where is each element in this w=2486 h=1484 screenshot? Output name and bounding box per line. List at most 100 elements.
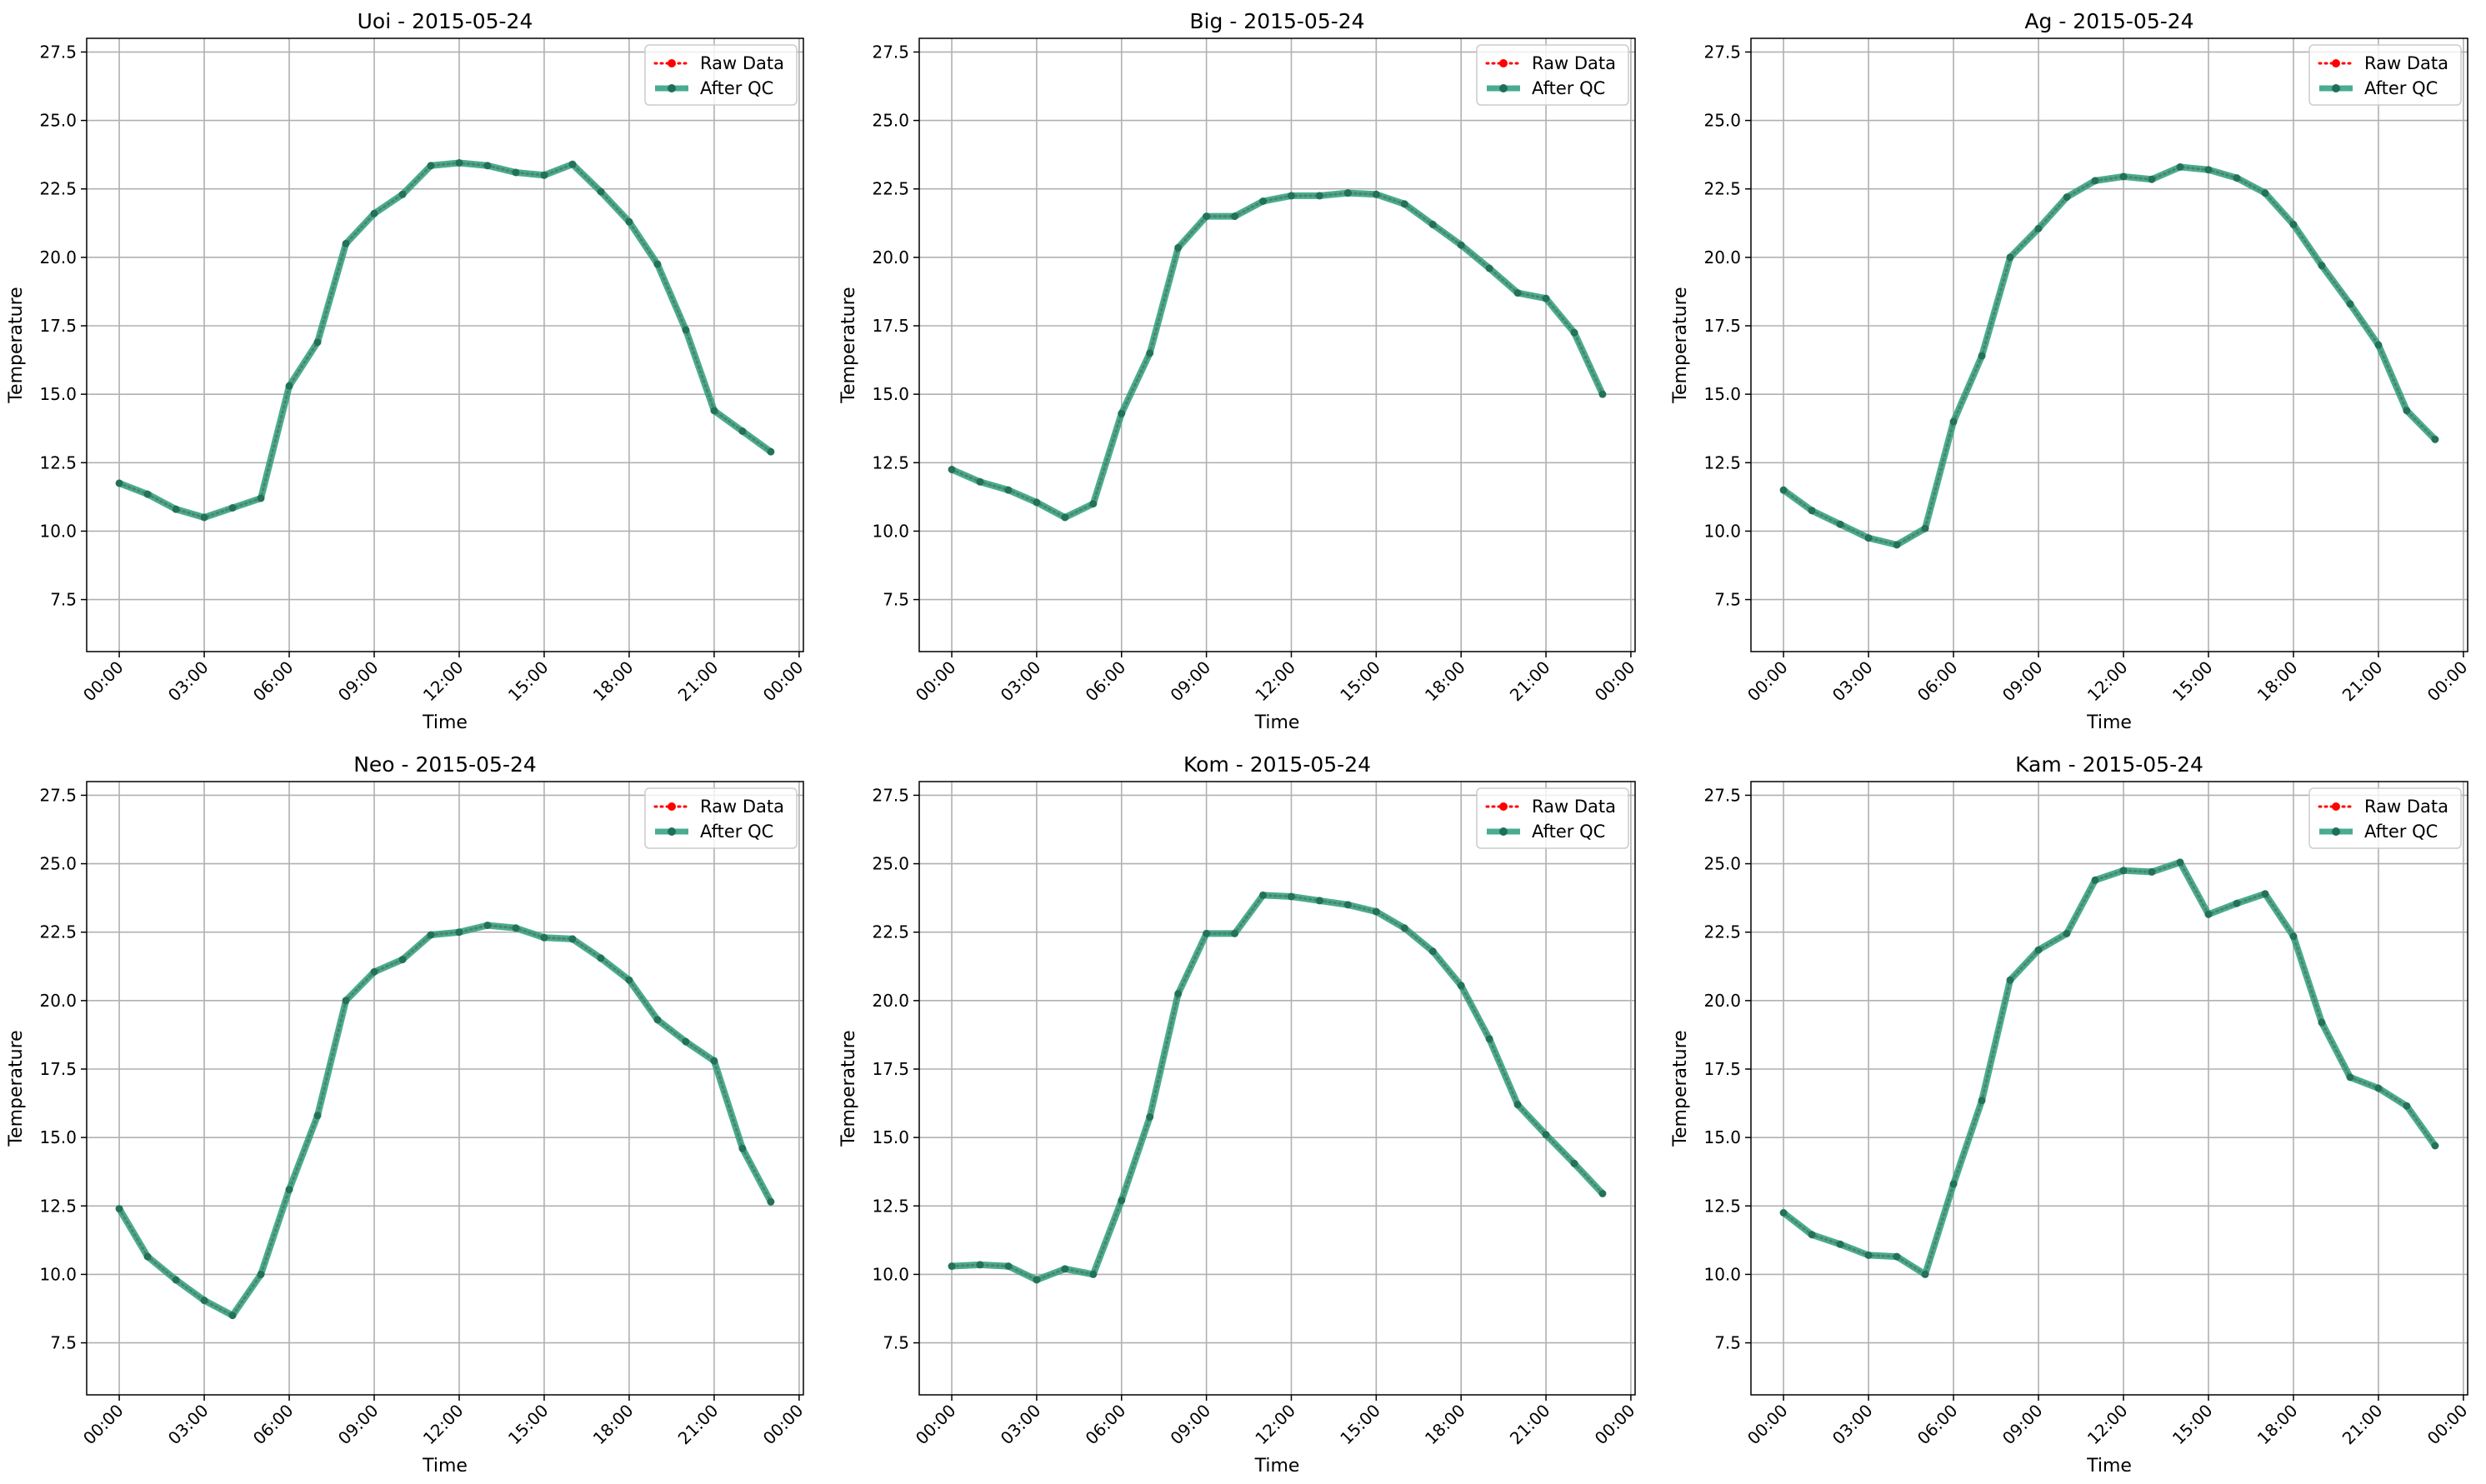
data-point-after-qc <box>2034 224 2043 232</box>
data-point-after-qc <box>2148 175 2156 183</box>
series-line-after-qc <box>116 922 774 1319</box>
data-point-after-qc <box>2006 253 2014 262</box>
y-tick-label: 7.5 <box>1714 590 1741 610</box>
data-point-after-qc <box>2034 946 2043 954</box>
legend-label-after-qc: After QC <box>700 822 773 842</box>
data-point-after-qc <box>1864 1251 1873 1259</box>
y-axis-label: Temperature <box>838 1030 859 1147</box>
data-point-after-qc <box>1485 1035 1493 1043</box>
legend-label-raw-data: Raw Data <box>700 797 784 817</box>
y-tick-label: 15.0 <box>39 1127 77 1147</box>
data-point-after-qc <box>1118 1197 1126 1205</box>
data-point-after-qc <box>483 922 492 929</box>
axes-frame <box>918 781 1636 1396</box>
data-point-after-qc <box>976 477 984 486</box>
y-tick-label: 15.0 <box>1703 384 1741 404</box>
data-point-after-qc <box>2091 876 2099 884</box>
data-point-after-qc <box>710 407 718 415</box>
y-tick-label: 15.0 <box>39 384 77 404</box>
data-point-after-qc <box>200 1297 208 1305</box>
data-point-after-qc <box>1513 289 1522 297</box>
data-point-after-qc <box>200 513 208 522</box>
legend-marker-raw-data <box>668 59 676 67</box>
legend: Raw Data After QC <box>2308 44 2462 106</box>
y-tick-label: 12.5 <box>39 452 77 472</box>
y-tick-label: 7.5 <box>50 1333 77 1353</box>
data-point-after-qc <box>1089 500 1098 508</box>
y-tick-label: 12.5 <box>872 1196 909 1216</box>
data-point-after-qc <box>115 1205 123 1213</box>
data-point-after-qc <box>1949 417 1958 426</box>
data-point-after-qc <box>1428 947 1437 956</box>
data-point-after-qc <box>2233 174 2241 182</box>
legend: Raw Data After QC <box>1476 787 1629 849</box>
y-tick-label: 27.5 <box>39 785 77 805</box>
x-axis-label: Time <box>2086 712 2132 733</box>
data-point-after-qc <box>2148 867 2156 876</box>
chart-title: Ag - 2015-05-24 <box>2024 9 2193 33</box>
legend: Raw Data After QC <box>644 787 798 849</box>
legend-marker-raw-data <box>2332 802 2340 811</box>
y-tick-label: 12.5 <box>1703 1196 1741 1216</box>
y-tick-label: 10.0 <box>1703 521 1741 541</box>
data-point-after-qc <box>1203 929 1211 937</box>
y-tick-label: 12.5 <box>872 452 909 472</box>
data-point-after-qc <box>540 933 548 942</box>
y-tick-label: 25.0 <box>1703 111 1741 131</box>
x-axis-label: Time <box>1254 1456 1300 1477</box>
data-point-after-qc <box>568 935 577 943</box>
data-point-after-qc <box>1203 212 1211 221</box>
legend-marker-after-qc <box>2332 827 2340 836</box>
data-point-after-qc <box>1343 189 1352 197</box>
legend-label-after-qc: After QC <box>2364 78 2438 98</box>
data-point-after-qc <box>1033 498 1041 507</box>
data-point-after-qc <box>682 1037 690 1046</box>
legend: Raw Data After QC <box>1476 44 1629 106</box>
data-point-after-qc <box>2261 189 2269 197</box>
y-tick-label: 22.5 <box>1703 922 1741 942</box>
legend-marker-after-qc <box>668 84 676 92</box>
y-tick-label: 25.0 <box>872 111 909 131</box>
data-point-after-qc <box>2374 341 2383 349</box>
data-point-after-qc <box>228 1312 237 1320</box>
y-tick-label: 20.0 <box>39 991 77 1011</box>
data-point-after-qc <box>2119 867 2128 875</box>
y-tick-label: 7.5 <box>1714 1333 1741 1353</box>
y-tick-label: 27.5 <box>1703 42 1741 62</box>
data-point-after-qc <box>2318 262 2326 270</box>
data-point-after-qc <box>143 1252 152 1261</box>
axes-frame <box>1750 781 2468 1396</box>
data-point-after-qc <box>1259 891 1268 899</box>
data-point-after-qc <box>342 997 350 1005</box>
chart-title: Kam - 2015-05-24 <box>2015 752 2203 777</box>
data-point-after-qc <box>1836 520 1844 528</box>
data-point-after-qc <box>1457 982 1465 990</box>
data-point-after-qc <box>2063 929 2071 937</box>
data-point-after-qc <box>1978 352 1986 360</box>
legend-label-raw-data: Raw Data <box>2364 53 2448 73</box>
y-tick-label: 10.0 <box>1703 1264 1741 1284</box>
data-point-after-qc <box>1372 190 1380 198</box>
y-tick-label: 17.5 <box>872 1059 909 1079</box>
data-point-after-qc <box>976 1261 984 1269</box>
y-tick-label: 20.0 <box>39 247 77 267</box>
data-point-after-qc <box>2431 1142 2439 1150</box>
legend-marker-raw-data <box>1499 59 1508 67</box>
data-point-after-qc <box>1921 1270 1929 1278</box>
legend-marker-raw-data <box>2332 59 2340 67</box>
y-tick-label: 22.5 <box>872 922 909 942</box>
y-tick-label: 10.0 <box>39 1264 77 1284</box>
data-point-after-qc <box>2318 1018 2326 1027</box>
data-point-after-qc <box>1457 241 1465 249</box>
legend-marker-raw-data <box>1499 802 1508 811</box>
legend-marker-after-qc <box>2332 84 2340 92</box>
y-tick-label: 25.0 <box>872 854 909 874</box>
data-point-after-qc <box>2119 172 2128 181</box>
data-point-after-qc <box>1570 328 1578 337</box>
legend-marker-after-qc <box>1499 84 1508 92</box>
data-point-after-qc <box>1864 534 1873 542</box>
y-tick-label: 17.5 <box>872 316 909 336</box>
x-axis-label: Time <box>422 1456 468 1477</box>
data-point-after-qc <box>2261 890 2269 898</box>
